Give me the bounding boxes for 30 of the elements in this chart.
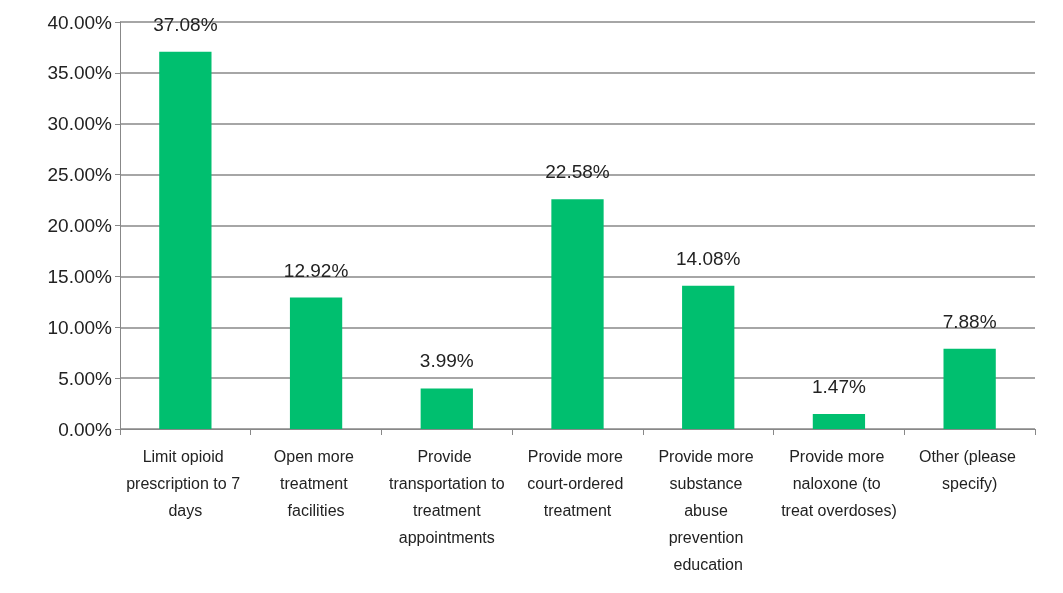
y-tick-label: 10.00% [47, 316, 113, 338]
data-label: 12.92% [283, 259, 349, 281]
bar [551, 199, 604, 429]
x-tick-label: Open more treatment facilities [273, 448, 359, 519]
y-tick-label: 20.00% [47, 215, 113, 236]
x-tick-label: Other (please specify) [918, 448, 1021, 492]
y-tick-label: 25.00% [47, 164, 113, 186]
data-label: 1.47% [811, 376, 866, 398]
x-tick-label: Provide more substance abuse prevention education [658, 448, 759, 573]
x-tick-label: Limit opioid prescription to 7 days [126, 448, 245, 519]
bar [289, 297, 343, 429]
y-tick-label: 0.00% [58, 418, 113, 440]
data-label: 37.08% [153, 13, 218, 35]
data-label: 3.99% [419, 350, 474, 372]
bar [420, 388, 473, 429]
bar [943, 348, 996, 429]
x-tick-label: Provide more naloxone (to treat overdoses) [781, 448, 897, 519]
data-label: 22.58% [545, 161, 610, 183]
y-tick-label: 5.00% [58, 367, 113, 389]
bar [159, 51, 212, 429]
y-tick-label: 30.00% [47, 113, 113, 135]
y-tick-label: 40.00% [47, 11, 113, 33]
bar [682, 285, 735, 429]
y-tick-label: 35.00% [47, 62, 113, 84]
x-tick-label: Provide more court-ordered treatment [527, 448, 628, 519]
y-tick-label: 15.00% [47, 265, 113, 287]
data-label: 14.08% [675, 247, 741, 269]
bar [812, 414, 866, 429]
data-label: 7.88% [942, 310, 997, 332]
x-tick-label: Provide transportation to treatment appointments [388, 448, 505, 546]
